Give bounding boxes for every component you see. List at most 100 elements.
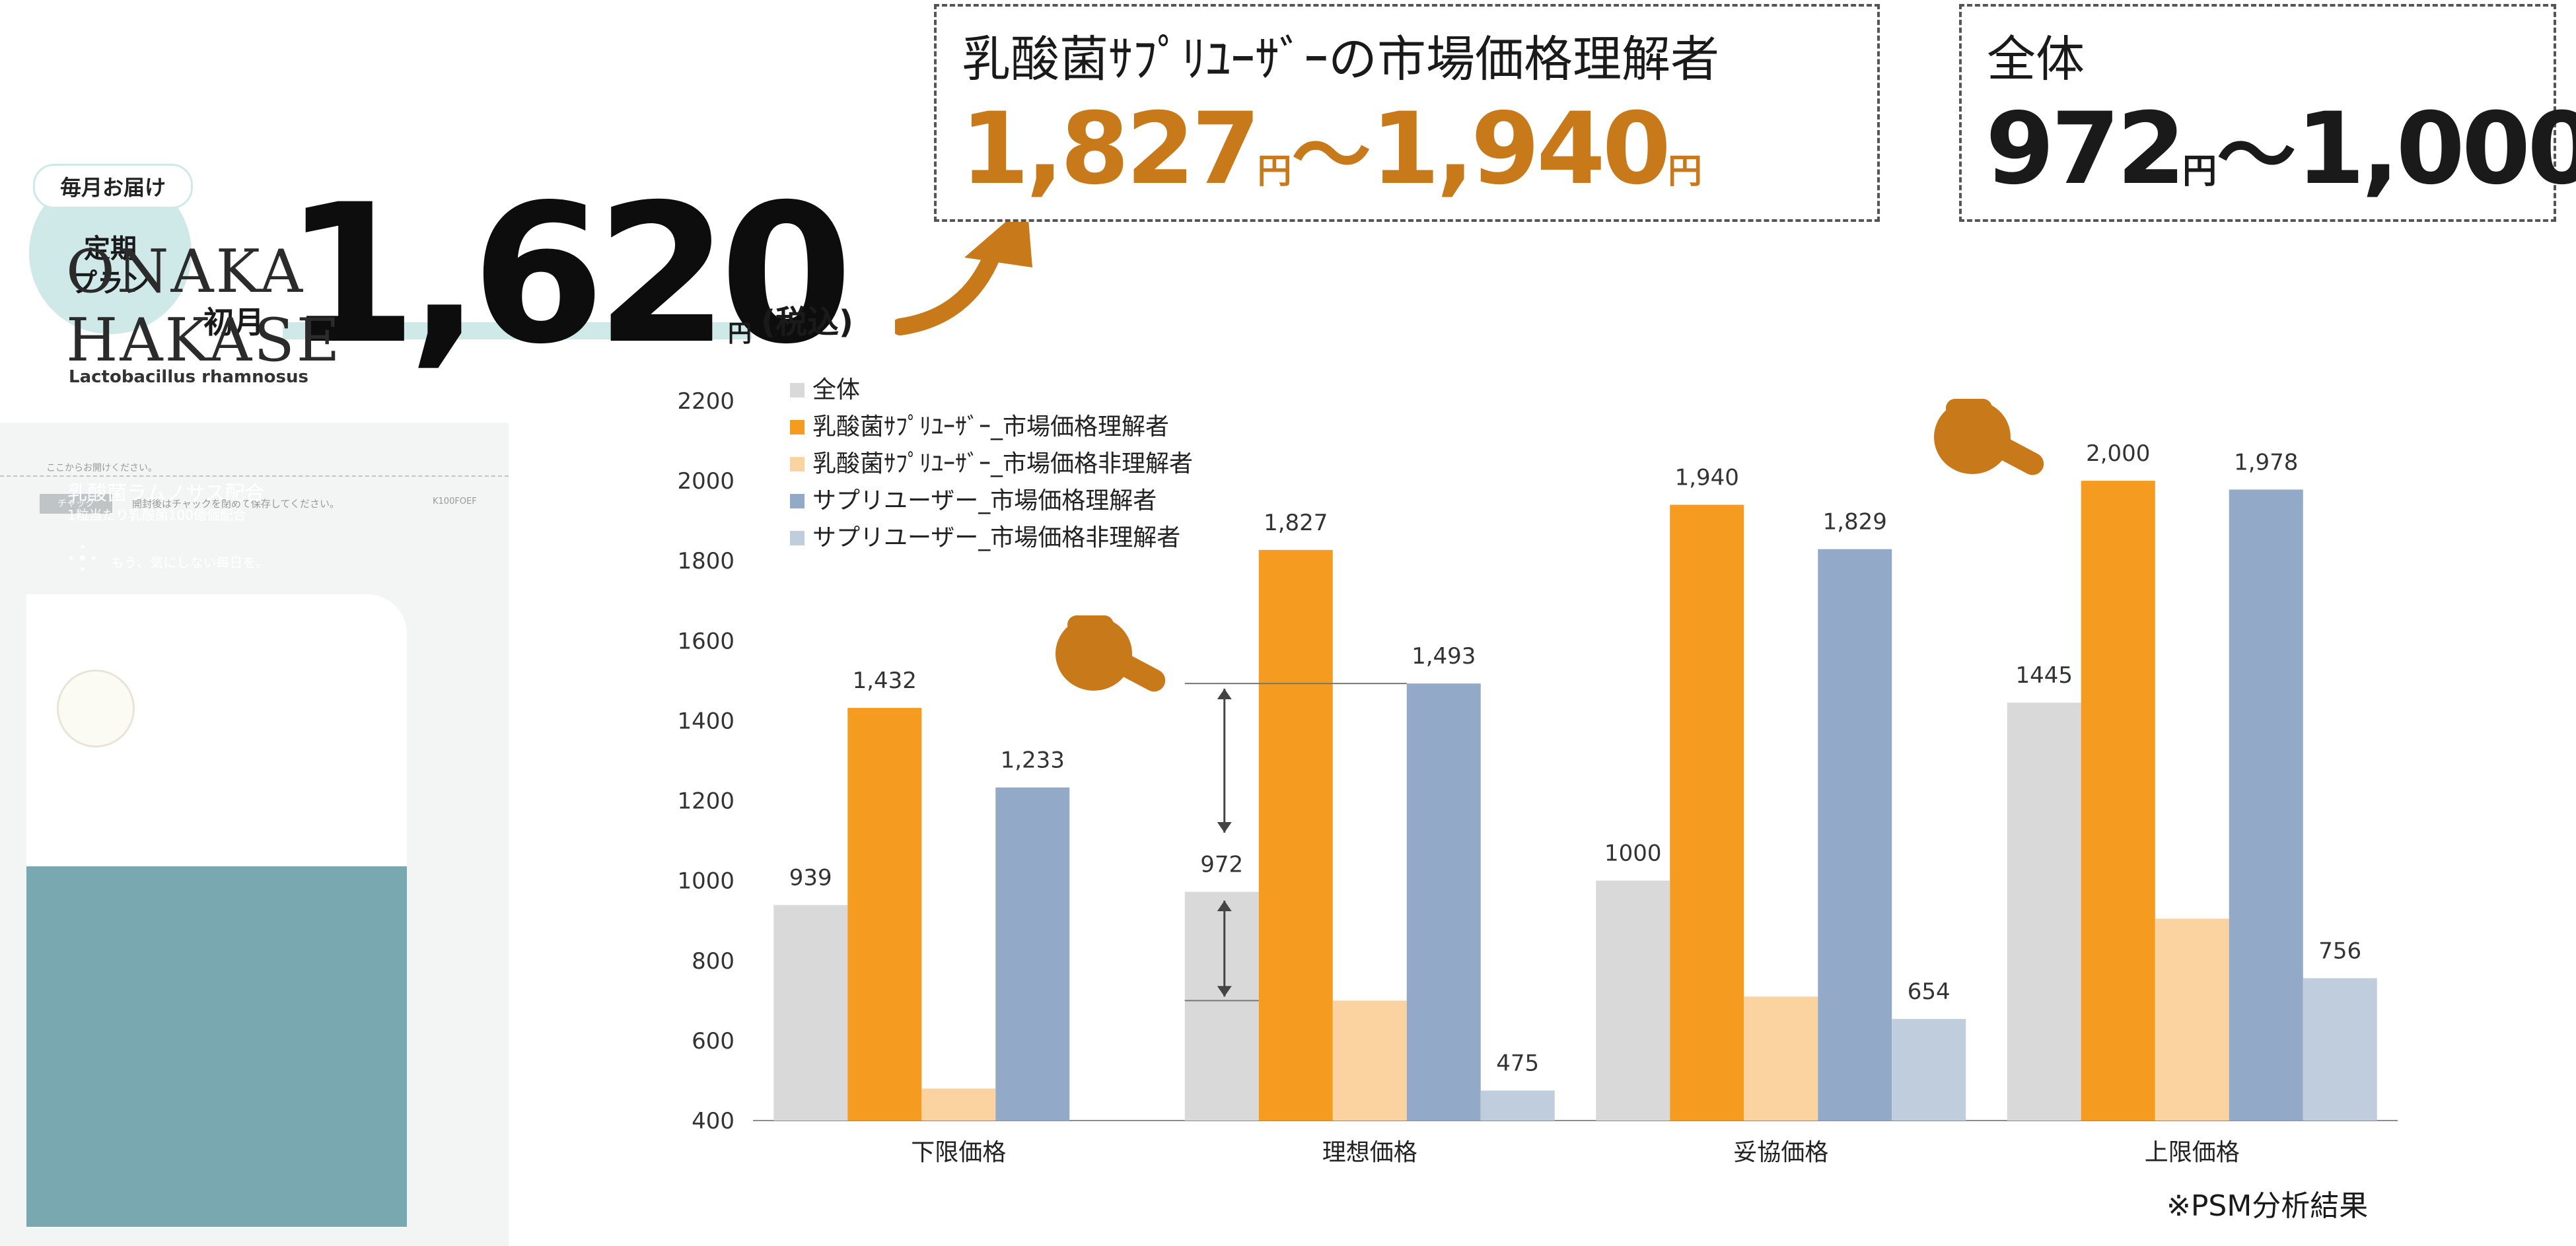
bar xyxy=(773,905,848,1121)
legend-swatch xyxy=(790,494,805,508)
y-tick-label: 1000 xyxy=(677,868,734,895)
legend-swatch xyxy=(790,420,805,434)
bar xyxy=(2007,703,2081,1121)
data-label: 1,829 xyxy=(1823,509,1887,536)
tablet-image xyxy=(57,670,135,747)
price-yen: 円 xyxy=(728,320,752,347)
zipper-note: 開封後はチャックを閉めて保存してください。 xyxy=(132,498,340,510)
arrowhead-icon xyxy=(1217,689,1232,699)
y-tick-label: 2000 xyxy=(677,468,734,495)
y-tick-label: 1600 xyxy=(677,628,734,654)
bar xyxy=(2155,918,2229,1121)
range-low: 972 xyxy=(1986,92,2186,207)
bar xyxy=(2303,978,2377,1121)
package-divider xyxy=(148,720,379,721)
bar xyxy=(847,708,922,1121)
range-separator: 〜 xyxy=(1291,110,1371,202)
arrowhead-icon xyxy=(1217,986,1232,997)
callout-title: 全体 xyxy=(1987,31,2085,88)
bar xyxy=(1744,996,1818,1121)
brand-subtitle: Lactobacillus rhamnosus xyxy=(69,367,308,387)
data-label: 2,000 xyxy=(2086,440,2150,467)
range-unit: 円 xyxy=(1667,152,1702,191)
tear-note: ここからお開けください。 xyxy=(46,463,157,473)
callout-range: 972円〜1,000円 xyxy=(1986,91,2576,207)
y-tick-label: 1400 xyxy=(677,708,734,734)
callout-range: 1,827円〜1,940円 xyxy=(960,91,1702,207)
y-tick-label: 1800 xyxy=(677,548,734,574)
brand-logo: ONAKA HAKASE xyxy=(66,237,342,375)
data-label: 475 xyxy=(1496,1051,1539,1077)
range-high: 1,000 xyxy=(2296,92,2576,207)
first-month-label: 初月 xyxy=(203,304,264,340)
package-headline: 乳酸菌ラムノサス配合 xyxy=(67,482,265,505)
legend-label: サプリユーザー_市場価格非理解者 xyxy=(812,524,1180,551)
legend-swatch xyxy=(790,531,805,545)
bar xyxy=(1818,549,1892,1121)
price-tax-note: (税込) xyxy=(761,304,853,341)
package-subline: 1粒当たり乳酸菌100億個配合 xyxy=(67,507,246,523)
package-label-c: 1日当たりの摂取目安量：1粒 30粒入り xyxy=(148,729,361,743)
data-label: 1,940 xyxy=(1675,464,1739,491)
legend-swatch xyxy=(790,383,805,398)
x-tick-label: 上限価格 xyxy=(2145,1139,2240,1166)
range-low: 1,827 xyxy=(960,92,1260,207)
legend-label: 全体 xyxy=(812,376,860,403)
bar xyxy=(2081,481,2155,1121)
bar xyxy=(2229,489,2303,1121)
sparkle-icon xyxy=(69,545,96,571)
data-label: 756 xyxy=(2318,938,2361,964)
data-label: 654 xyxy=(1908,979,1950,1005)
package-label-a: 栄養機能食品(ビタミンC) xyxy=(148,681,300,697)
callout-title: 乳酸菌ｻﾌﾟﾘﾕｰｻﾞｰの市場価格理解者 xyxy=(962,31,1719,88)
package-tagline: もう、気にしない毎日を。 xyxy=(111,555,269,571)
legend-label: 乳酸菌ｻﾌﾟﾘﾕｰｻﾞｰ_市場価格非理解者 xyxy=(812,450,1193,477)
tear-line xyxy=(0,449,509,477)
callout-overall: 全体 972円〜1,000円 xyxy=(1959,4,2576,222)
legend-label: 乳酸菌ｻﾌﾟﾘﾕｰｻﾞｰ_市場価格理解者 xyxy=(812,413,1169,440)
bar xyxy=(921,1088,996,1121)
bar xyxy=(1406,683,1481,1121)
data-label: 1,978 xyxy=(2234,449,2298,475)
range-unit: 円 xyxy=(2182,152,2217,191)
package-band xyxy=(26,866,407,1227)
plan-name: 定期 プラン xyxy=(71,234,150,298)
y-tick-label: 400 xyxy=(692,1108,734,1134)
range-high: 1,940 xyxy=(1371,92,1670,207)
range-unit: 円 xyxy=(1257,152,1292,191)
pointing-hand-icon xyxy=(1055,615,1166,692)
bar xyxy=(1332,1000,1407,1121)
y-tick-label: 1200 xyxy=(677,788,734,815)
x-tick-label: 妥協価格 xyxy=(1733,1139,1828,1166)
chart-footnote: ※PSM分析結果 xyxy=(2166,1189,2369,1223)
bar xyxy=(1892,1019,1966,1121)
bar xyxy=(1596,880,1670,1121)
data-label: 1,827 xyxy=(1264,510,1328,536)
arrowhead-icon xyxy=(1217,900,1232,911)
plan-price: 1,620 xyxy=(284,164,853,386)
data-label: 939 xyxy=(789,865,832,891)
arrowhead-icon xyxy=(1217,822,1232,833)
legend-swatch xyxy=(790,457,805,471)
x-tick-label: 理想価格 xyxy=(1322,1139,1417,1166)
data-label: 1445 xyxy=(2015,662,2073,689)
data-label: 1,493 xyxy=(1412,643,1476,670)
package-label-b: 噛んで食べられる チュアブルタブレット xyxy=(148,704,390,720)
package-code: K100FOEF xyxy=(433,497,477,506)
bar xyxy=(1480,1090,1555,1121)
bar xyxy=(1258,549,1333,1121)
plan-tag: 毎月お届け xyxy=(33,164,193,209)
data-label: 972 xyxy=(1200,852,1243,878)
bar xyxy=(1184,891,1259,1121)
callout-supplement-market-aware: 乳酸菌ｻﾌﾟﾘﾕｰｻﾞｰの市場価格理解者 1,827円〜1,940円 xyxy=(934,4,1880,222)
y-tick-label: 2200 xyxy=(677,388,734,415)
price-highlight xyxy=(283,322,752,339)
y-tick-label: 800 xyxy=(692,948,734,975)
pointing-hand-icon xyxy=(1934,399,2044,475)
bar xyxy=(995,787,1070,1121)
psm-bar-chart: 400 600 800 1000 1200 1400 1600 1800 2000 2200 下限価… xyxy=(677,376,2398,1166)
legend-label: サプリユーザー_市場価格理解者 xyxy=(812,487,1157,514)
bar xyxy=(1670,504,1744,1121)
data-label: 1,432 xyxy=(853,668,917,694)
data-label: 1,233 xyxy=(1001,747,1065,774)
